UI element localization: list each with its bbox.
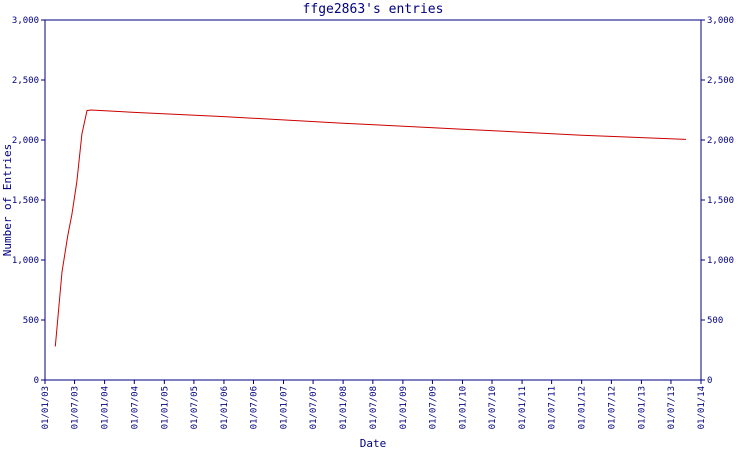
x-axis: 01/01/03 01/07/03 01/01/04 01/07/04 01/01/05… — [41, 380, 707, 429]
series-layer — [54, 109, 687, 347]
y-tick-label-right: 2,500 — [707, 76, 734, 86]
y-tick-label-right: 500 — [707, 316, 723, 326]
y-axis-title: Number of Entries — [1, 144, 14, 257]
y-tick-label-right: 1,000 — [707, 256, 734, 266]
x-tick-label: 01/07/04 — [130, 386, 140, 429]
x-tick-label: 01/07/05 — [190, 386, 200, 429]
series-line — [54, 109, 687, 347]
y-tick-label-left: 1,500 — [12, 196, 39, 206]
plot-area-frame — [44, 19, 702, 381]
x-tick-label: 01/01/12 — [578, 386, 588, 429]
x-axis-title: Date — [360, 437, 387, 450]
x-tick-label: 01/07/06 — [249, 386, 259, 429]
x-tick-label: 01/01/14 — [697, 386, 707, 429]
x-tick-label: 01/01/06 — [220, 386, 230, 429]
x-tick-label: 01/07/09 — [428, 386, 438, 429]
x-tick-label: 01/01/13 — [637, 386, 647, 429]
x-tick-label: 01/07/13 — [667, 386, 677, 429]
y-tick-label-left: 3,000 — [12, 16, 39, 26]
y-tick-label-left: 2,500 — [12, 76, 39, 86]
x-tick-label: 01/07/08 — [369, 386, 379, 429]
x-tick-label: 01/01/08 — [339, 386, 349, 429]
y-tick-label-right: 1,500 — [707, 196, 734, 206]
x-tick-label: 01/07/03 — [71, 386, 81, 429]
y-tick-label-left: 2,000 — [12, 136, 39, 146]
x-tick-label: 01/07/12 — [607, 386, 617, 429]
y-tick-label-left: 1,000 — [12, 256, 39, 266]
x-tick-label: 01/01/10 — [458, 386, 468, 429]
x-tick-label: 01/01/07 — [280, 386, 290, 429]
y-tick-label-right: 0 — [707, 376, 712, 386]
x-tick-label: 01/07/10 — [488, 386, 498, 429]
x-tick-label: 01/01/03 — [41, 386, 51, 429]
right-y-axis: 0 500 1,000 1,500 2,000 2,500 3,000 — [701, 16, 734, 386]
x-tick-label: 01/07/11 — [548, 386, 558, 429]
x-tick-label: 01/01/11 — [518, 386, 528, 429]
chart-title: ffge2863's entries — [303, 2, 444, 17]
x-tick-label: 01/01/05 — [160, 386, 170, 429]
y-tick-label-left: 0 — [34, 376, 39, 386]
x-tick-label: 01/01/09 — [399, 386, 409, 429]
y-tick-label-left: 500 — [23, 316, 39, 326]
y-tick-label-right: 3,000 — [707, 16, 734, 26]
x-tick-label: 01/01/04 — [101, 386, 111, 429]
x-tick-label: 01/07/07 — [309, 386, 319, 429]
left-y-axis: 0 500 1,000 1,500 2,000 2,500 3,000 — [12, 16, 45, 386]
y-tick-label-right: 2,000 — [707, 136, 734, 146]
